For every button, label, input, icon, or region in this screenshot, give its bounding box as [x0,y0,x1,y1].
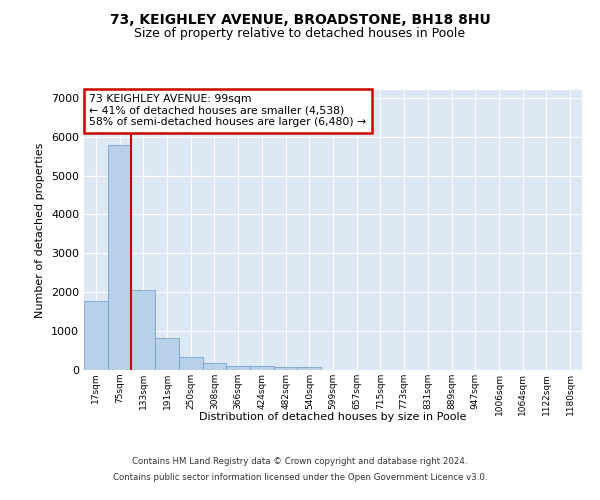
Text: Size of property relative to detached houses in Poole: Size of property relative to detached ho… [134,28,466,40]
Bar [226,366,250,370]
Bar [84,301,108,370]
Bar [155,338,179,370]
Bar [274,366,298,370]
Bar [179,357,203,370]
Y-axis label: Number of detached properties: Number of detached properties [35,142,46,318]
Text: Contains public sector information licensed under the Open Government Licence v3: Contains public sector information licen… [113,472,487,482]
Text: 73 KEIGHLEY AVENUE: 99sqm
← 41% of detached houses are smaller (4,538)
58% of se: 73 KEIGHLEY AVENUE: 99sqm ← 41% of detac… [89,94,366,128]
Text: Contains HM Land Registry data © Crown copyright and database right 2024.: Contains HM Land Registry data © Crown c… [132,458,468,466]
Bar [250,366,274,370]
Bar [108,145,131,370]
Bar [203,362,226,370]
Bar [131,290,155,370]
Bar [298,368,321,370]
Text: 73, KEIGHLEY AVENUE, BROADSTONE, BH18 8HU: 73, KEIGHLEY AVENUE, BROADSTONE, BH18 8H… [110,12,490,26]
Text: Distribution of detached houses by size in Poole: Distribution of detached houses by size … [199,412,467,422]
